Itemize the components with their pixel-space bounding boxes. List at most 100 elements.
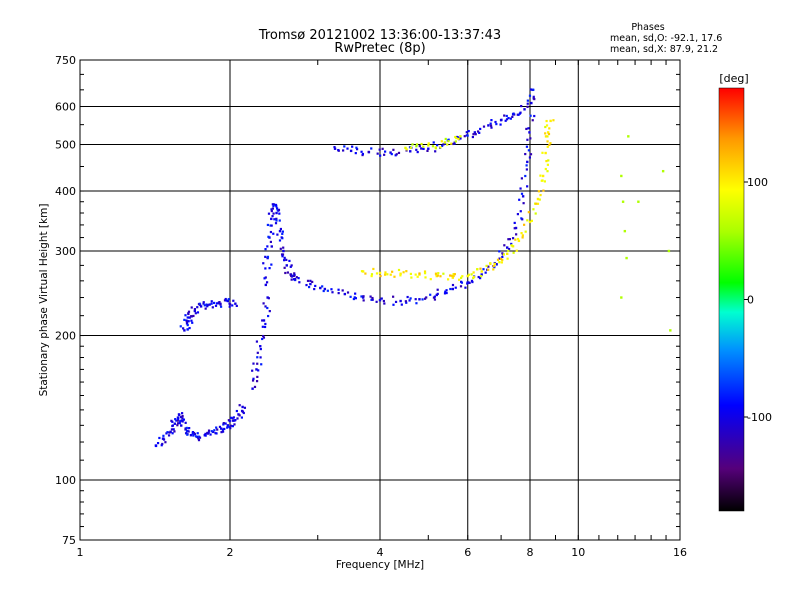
data-point xyxy=(266,256,269,260)
trace-point xyxy=(354,297,357,300)
trace-point xyxy=(445,289,448,292)
trace-point xyxy=(156,441,160,445)
data-point xyxy=(189,433,193,437)
trace-point xyxy=(453,273,456,276)
data-point xyxy=(251,387,254,390)
data-point xyxy=(487,124,490,127)
trace-point xyxy=(165,432,168,435)
trace-point xyxy=(370,273,374,276)
trace-point xyxy=(188,426,191,430)
trace-point xyxy=(522,202,525,205)
trace-point xyxy=(376,152,379,155)
trace-point xyxy=(468,281,471,284)
trace-point xyxy=(268,267,271,270)
trace-point xyxy=(383,150,387,153)
data-points xyxy=(154,88,672,448)
trace-point xyxy=(547,132,551,136)
colorbar-tick-label: 100 xyxy=(747,176,768,189)
trace-point xyxy=(352,297,355,301)
trace-point xyxy=(546,140,549,143)
data-point xyxy=(226,424,230,427)
trace-point xyxy=(434,150,437,153)
trace-point xyxy=(421,298,424,301)
trace-point xyxy=(230,416,233,419)
trace-point xyxy=(354,292,357,295)
trace-point xyxy=(472,271,475,274)
trace-point xyxy=(382,299,385,303)
trace-point xyxy=(489,122,492,125)
data-point xyxy=(226,299,230,303)
trace-point xyxy=(529,153,533,156)
trace-point xyxy=(490,119,493,122)
x-tick-label: 10 xyxy=(571,546,585,559)
trace-point xyxy=(270,224,273,227)
trace-point xyxy=(192,314,195,318)
trace-point xyxy=(379,274,382,278)
trace-point xyxy=(409,272,412,276)
data-point xyxy=(361,270,365,273)
trace-point xyxy=(370,274,373,278)
trace-point xyxy=(187,430,190,433)
data-point xyxy=(451,276,455,279)
trace-point xyxy=(527,149,530,152)
trace-point xyxy=(175,419,178,422)
trace-point xyxy=(167,434,171,437)
trace-point xyxy=(186,328,189,331)
trace-point xyxy=(482,125,486,128)
trace-point xyxy=(220,431,223,434)
data-point xyxy=(285,264,288,267)
x-tick-label: 6 xyxy=(464,546,471,559)
trace-point xyxy=(479,267,482,270)
trace-point xyxy=(168,431,171,434)
trace-point xyxy=(264,267,267,270)
trace-point xyxy=(173,430,176,433)
trace-point xyxy=(255,340,259,343)
trace-point xyxy=(452,272,455,276)
trace-point xyxy=(207,431,210,434)
trace-point xyxy=(211,306,214,309)
trace-point xyxy=(415,302,418,305)
trace-point xyxy=(386,273,389,276)
trace-point xyxy=(367,150,370,154)
trace-point xyxy=(281,230,284,233)
data-point xyxy=(211,430,215,434)
trace-point xyxy=(289,273,292,276)
trace-point xyxy=(319,286,322,289)
trace-point xyxy=(445,291,448,295)
trace-point xyxy=(544,132,547,135)
trace-point xyxy=(228,420,231,423)
trace-point xyxy=(181,412,184,415)
trace-point xyxy=(270,209,273,213)
trace-point xyxy=(370,147,373,150)
trace-point xyxy=(351,145,354,148)
trace-point xyxy=(415,145,418,148)
trace-point xyxy=(269,224,272,227)
trace-point xyxy=(305,283,308,287)
trace-point xyxy=(162,438,166,441)
trace-point xyxy=(520,192,524,195)
trace-point xyxy=(266,255,270,258)
trace-point xyxy=(479,277,482,280)
trace-point xyxy=(197,439,201,442)
trace-point xyxy=(154,444,158,448)
trace-point xyxy=(472,275,475,279)
trace-point xyxy=(206,305,209,308)
trace-point xyxy=(271,215,274,218)
trace-point xyxy=(223,299,227,302)
trace-point xyxy=(498,261,501,264)
trace-point xyxy=(526,219,529,222)
trace-point xyxy=(252,362,255,365)
trace-point xyxy=(519,210,522,213)
trace-point xyxy=(436,288,439,291)
trace-point xyxy=(505,118,509,121)
data-point xyxy=(473,131,477,134)
trace-point xyxy=(517,113,520,116)
data-point xyxy=(264,283,268,287)
data-point xyxy=(549,119,552,123)
trace-point xyxy=(446,143,449,146)
trace-point xyxy=(506,257,509,260)
trace-point xyxy=(442,143,445,146)
trace-point xyxy=(498,257,501,260)
trace-point xyxy=(261,325,264,328)
trace-point xyxy=(542,189,545,192)
